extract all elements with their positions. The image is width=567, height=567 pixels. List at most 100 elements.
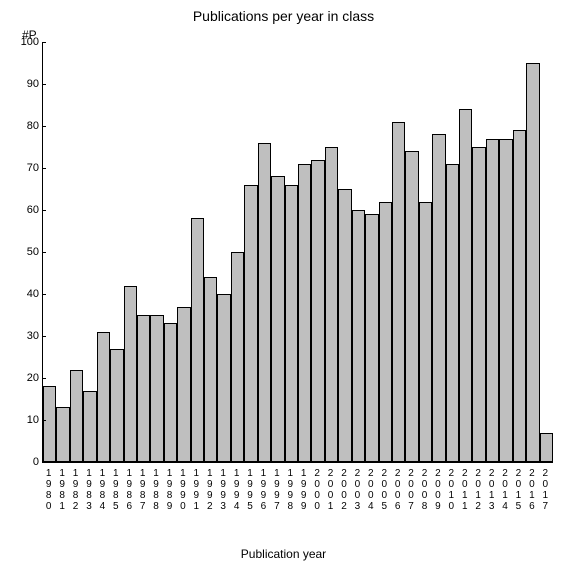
x-tick-label: 1 9 8 8 (153, 468, 160, 512)
bar (298, 164, 311, 462)
bar (191, 218, 204, 462)
bar (43, 386, 56, 462)
bar (150, 315, 163, 462)
x-tick-label: 2 0 0 7 (408, 468, 415, 512)
bar (164, 323, 177, 462)
y-tick-mark (42, 210, 46, 211)
x-tick-label: 2 0 0 5 (381, 468, 388, 512)
bar (472, 147, 485, 462)
x-tick-label: 2 0 0 3 (354, 468, 361, 512)
x-tick-label: 2 0 0 2 (340, 468, 347, 512)
bar (110, 349, 123, 462)
y-tick-mark (42, 378, 46, 379)
x-tick-label: 1 9 8 7 (139, 468, 146, 512)
x-tick-label: 2 0 1 1 (461, 468, 468, 512)
y-tick-mark (42, 294, 46, 295)
x-tick-label: 1 9 8 1 (59, 468, 66, 512)
y-tick-mark (42, 462, 46, 463)
bar (459, 109, 472, 462)
x-tick-label: 1 9 8 4 (99, 468, 106, 512)
bar (365, 214, 378, 462)
bar (271, 176, 284, 462)
bar (137, 315, 150, 462)
bar (325, 147, 338, 462)
x-tick-label: 2 0 1 5 (515, 468, 522, 512)
x-tick-label: 2 0 0 1 (327, 468, 334, 512)
bar (311, 160, 324, 462)
bar (124, 286, 137, 462)
y-tick-label: 70 (14, 162, 39, 174)
y-tick-mark (42, 126, 46, 127)
chart-container: Publications per year in class #P Public… (0, 0, 567, 567)
x-tick-label: 2 0 0 0 (314, 468, 321, 512)
y-tick-mark (42, 252, 46, 253)
x-tick-label: 1 9 9 0 (179, 468, 186, 512)
y-tick-label: 20 (14, 372, 39, 384)
y-tick-label: 10 (14, 414, 39, 426)
x-tick-label: 1 9 9 4 (233, 468, 240, 512)
bar (231, 252, 244, 462)
x-tick-label: 1 9 9 5 (247, 468, 254, 512)
x-tick-label: 1 9 9 7 (273, 468, 280, 512)
bar (258, 143, 271, 462)
bar (244, 185, 257, 462)
bar (338, 189, 351, 462)
bar (499, 139, 512, 462)
plot-area (42, 42, 553, 463)
bar (446, 164, 459, 462)
x-tick-label: 1 9 9 1 (193, 468, 200, 512)
bar (285, 185, 298, 462)
bar (56, 407, 69, 462)
bar (70, 370, 83, 462)
y-tick-mark (42, 42, 46, 43)
chart-title: Publications per year in class (0, 8, 567, 24)
bar (513, 130, 526, 462)
x-tick-label: 1 9 9 6 (260, 468, 267, 512)
x-tick-label: 1 9 8 3 (85, 468, 92, 512)
bar (97, 332, 110, 462)
bar (83, 391, 96, 462)
x-tick-label: 1 9 9 2 (206, 468, 213, 512)
y-tick-mark (42, 420, 46, 421)
x-tick-label: 2 0 1 7 (542, 468, 549, 512)
bar (540, 433, 553, 462)
x-tick-label: 1 9 8 2 (72, 468, 79, 512)
x-tick-label: 2 0 1 4 (502, 468, 509, 512)
bar (392, 122, 405, 462)
x-tick-label: 2 0 0 9 (434, 468, 441, 512)
y-tick-label: 40 (14, 288, 39, 300)
bar (177, 307, 190, 462)
x-tick-label: 1 9 8 6 (126, 468, 133, 512)
x-tick-label: 1 9 8 9 (166, 468, 173, 512)
bar (419, 202, 432, 462)
bar (405, 151, 418, 462)
y-tick-mark (42, 336, 46, 337)
bar (204, 277, 217, 462)
y-tick-label: 0 (14, 456, 39, 468)
bar (486, 139, 499, 462)
y-tick-label: 50 (14, 246, 39, 258)
x-tick-label: 1 9 9 9 (300, 468, 307, 512)
x-axis-label: Publication year (0, 547, 567, 561)
x-tick-label: 2 0 1 0 (448, 468, 455, 512)
y-tick-label: 80 (14, 120, 39, 132)
y-tick-label: 30 (14, 330, 39, 342)
y-tick-label: 100 (14, 36, 39, 48)
y-tick-label: 90 (14, 78, 39, 90)
x-tick-label: 1 9 8 0 (45, 468, 52, 512)
x-tick-label: 2 0 1 3 (488, 468, 495, 512)
x-tick-label: 2 0 0 8 (421, 468, 428, 512)
x-tick-label: 2 0 0 4 (367, 468, 374, 512)
y-tick-mark (42, 168, 46, 169)
bar (217, 294, 230, 462)
x-tick-label: 2 0 1 6 (528, 468, 535, 512)
y-tick-mark (42, 84, 46, 85)
x-tick-label: 1 9 8 5 (112, 468, 119, 512)
y-tick-label: 60 (14, 204, 39, 216)
x-tick-label: 1 9 9 8 (287, 468, 294, 512)
x-tick-label: 1 9 9 3 (220, 468, 227, 512)
x-tick-label: 2 0 1 2 (475, 468, 482, 512)
x-tick-label: 2 0 0 6 (394, 468, 401, 512)
bar (432, 134, 445, 462)
bar (379, 202, 392, 462)
